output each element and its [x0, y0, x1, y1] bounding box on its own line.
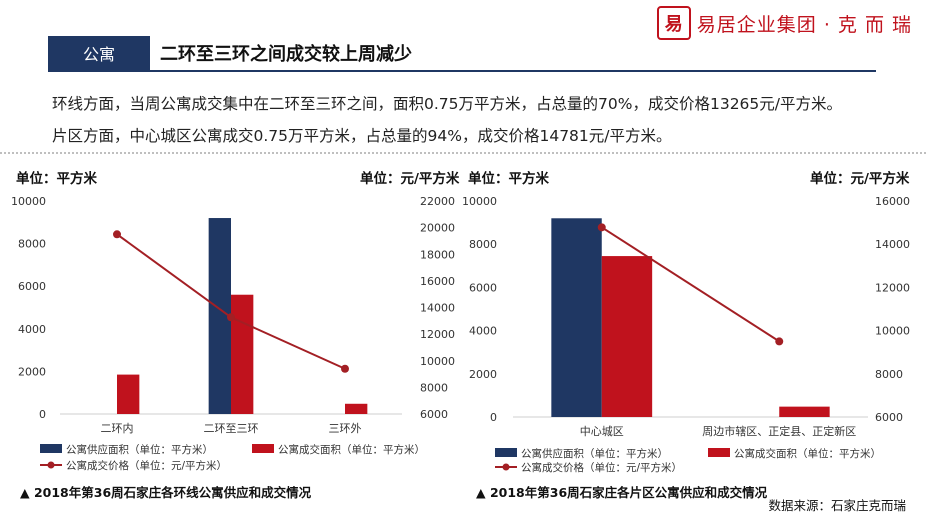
y2-tick-label: 16000: [420, 275, 455, 288]
deal-bar: [231, 294, 254, 414]
y-tick-label: 10000: [463, 195, 497, 208]
logo-mark: 易: [656, 6, 691, 40]
y-tick-label: 0: [39, 408, 46, 421]
supply-bar: [208, 218, 231, 414]
y2-tick-label: 14000: [420, 302, 455, 315]
legend-swatch-deal: [708, 448, 730, 457]
y-tick-label: 4000: [18, 323, 46, 336]
legend-swatch-supply: [40, 444, 62, 453]
company-logo: 易 易居企业集团 · 克 而 瑞: [656, 6, 912, 40]
y2-tick-label: 12000: [420, 328, 455, 341]
y2-tick-label: 18000: [420, 248, 455, 261]
y-tick-label: 2000: [18, 365, 46, 378]
legend-label-price: 公寓成交价格（单位：元/平方米）: [66, 459, 227, 472]
legend-label-supply: 公寓供应面积（单位：平方米）: [66, 443, 213, 456]
price-point: [341, 364, 349, 373]
logo-text: 易居企业集团 · 克 而 瑞: [696, 13, 912, 36]
y2-tick-label: 20000: [420, 222, 455, 235]
deal-bar: [601, 256, 653, 417]
legend-label-supply: 公寓供应面积（单位：平方米）: [521, 447, 668, 460]
y-tick-label: 0: [490, 411, 497, 424]
legend-swatch-supply: [495, 448, 517, 457]
y2-tick-label: 10000: [420, 355, 455, 368]
chart2-unit-right: 单位：元/平方米: [810, 171, 910, 187]
y-tick-label: 8000: [469, 238, 497, 251]
y2-tick-label: 16000: [875, 195, 910, 208]
y2-tick-label: 8000: [420, 381, 448, 394]
price-point: [227, 313, 235, 322]
divider: [0, 152, 926, 154]
summary-district: 片区方面，中心城区公寓成交0.75万平方米，占总量的94%，成交价格14781元…: [52, 127, 672, 145]
y-tick-label: 10000: [11, 195, 46, 208]
legend-swatch-deal: [252, 444, 274, 453]
y-tick-label: 6000: [469, 281, 497, 294]
ring-road-chart: 0 2000 4000 6000 8000 10000 6000 8000 10000 12000…: [11, 195, 455, 472]
price-point: [113, 230, 121, 239]
y2-tick-label: 10000: [875, 325, 910, 338]
legend-marker-price: [47, 461, 55, 469]
data-source: 数据来源：石家庄克而瑞: [768, 498, 906, 513]
price-line: [601, 226, 780, 343]
legend-label-deal: 公寓成交面积（单位：平方米）: [734, 447, 881, 460]
legend-marker-price: [502, 463, 510, 471]
y2-tick-label: 6000: [875, 411, 903, 424]
price-point: [775, 337, 784, 346]
y-tick-label: 4000: [469, 325, 497, 338]
chart1-unit-right: 单位：元/平方米: [360, 171, 460, 187]
chart2-caption: ▲ 2018年第36周石家庄各片区公寓供应和成交情况: [476, 485, 768, 500]
deal-bar: [779, 406, 830, 417]
summary-ring: 环线方面，当周公寓成交集中在二环至三环之间，面积0.75万平方米，占总量的70%…: [52, 95, 842, 113]
y2-tick-label: 12000: [875, 281, 910, 294]
chart2-unit-left: 单位：平方米: [468, 171, 549, 187]
x-tick-label: 中心城区: [580, 425, 624, 438]
deal-bar: [345, 403, 368, 414]
section-title: 二环至三环之间成交较上周减少: [160, 44, 412, 65]
section-tag: 公寓: [48, 36, 150, 70]
price-point: [597, 223, 606, 232]
y2-tick-label: 8000: [875, 368, 903, 381]
legend-label-deal: 公寓成交面积（单位：平方米）: [278, 443, 425, 456]
x-tick-label: 二环至三环: [204, 422, 259, 435]
supply-bar: [551, 218, 602, 417]
y-tick-label: 8000: [18, 238, 46, 251]
x-tick-label: 三环外: [329, 422, 362, 435]
y2-tick-label: 14000: [875, 238, 910, 251]
y2-tick-label: 6000: [420, 408, 448, 421]
y-tick-label: 2000: [469, 368, 497, 381]
chart1-unit-left: 单位：平方米: [16, 171, 97, 187]
section-header: 公寓 二环至三环之间成交较上周减少: [48, 36, 876, 72]
chart1-caption: ▲ 2018年第36周石家庄各环线公寓供应和成交情况: [20, 485, 312, 500]
legend-label-price: 公寓成交价格（单位：元/平方米）: [521, 461, 682, 474]
y-tick-label: 6000: [18, 280, 46, 293]
x-tick-label: 周边市辖区、正定县、正定新区: [702, 424, 856, 438]
deal-bar: [117, 374, 140, 414]
x-tick-label: 二环内: [101, 421, 134, 435]
y2-tick-label: 22000: [420, 195, 455, 208]
district-chart: 0 2000 4000 6000 8000 10000 6000 8000 10000 12000…: [463, 195, 910, 474]
